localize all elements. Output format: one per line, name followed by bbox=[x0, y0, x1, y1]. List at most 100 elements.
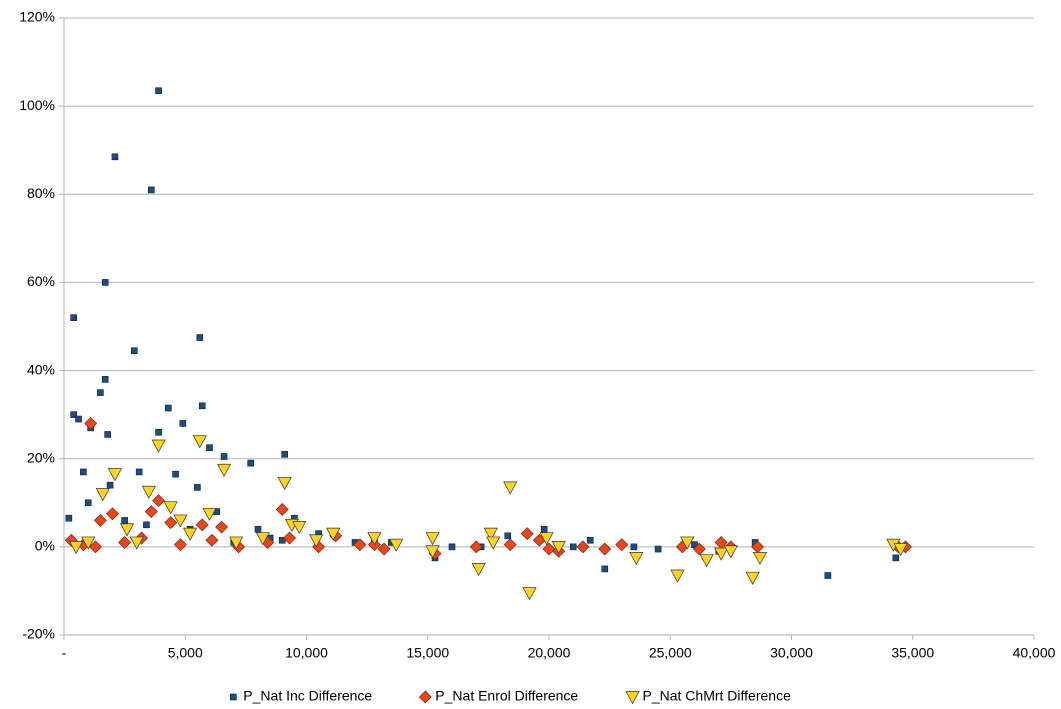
point bbox=[892, 554, 900, 562]
x-tick-label: 15,000 bbox=[406, 645, 449, 661]
x-tick-label: 25,000 bbox=[649, 645, 692, 661]
y-tick-label: 60% bbox=[27, 273, 55, 289]
point bbox=[111, 153, 119, 161]
point bbox=[143, 521, 150, 529]
point bbox=[601, 565, 609, 573]
point bbox=[486, 536, 501, 550]
point bbox=[198, 402, 206, 410]
legend-marker bbox=[230, 693, 237, 701]
point bbox=[202, 507, 217, 522]
point bbox=[277, 477, 292, 491]
point bbox=[155, 428, 162, 436]
legend-label: P_Nat Inc Difference bbox=[243, 688, 372, 704]
point bbox=[680, 536, 695, 550]
point bbox=[121, 517, 128, 524]
point bbox=[292, 521, 307, 535]
point bbox=[93, 513, 107, 527]
point bbox=[576, 540, 590, 554]
point bbox=[69, 541, 84, 555]
point bbox=[471, 563, 486, 577]
point bbox=[699, 554, 714, 568]
point bbox=[192, 435, 207, 449]
point bbox=[670, 569, 685, 583]
point bbox=[229, 536, 244, 550]
point bbox=[539, 532, 554, 546]
point bbox=[101, 279, 109, 286]
series bbox=[69, 435, 908, 601]
point bbox=[326, 527, 341, 541]
point bbox=[89, 540, 102, 554]
point bbox=[70, 411, 77, 418]
point bbox=[215, 520, 229, 534]
point bbox=[824, 572, 832, 579]
point bbox=[520, 527, 534, 541]
x-tick-label: 20,000 bbox=[528, 645, 571, 661]
y-tick-label: 0% bbox=[35, 538, 55, 554]
point bbox=[504, 532, 512, 540]
x-tick-label: 5,000 bbox=[168, 645, 203, 661]
point bbox=[714, 547, 729, 561]
point bbox=[630, 543, 638, 551]
point bbox=[196, 334, 204, 341]
point bbox=[151, 439, 166, 453]
point bbox=[107, 468, 123, 482]
point bbox=[377, 542, 391, 556]
point bbox=[75, 415, 82, 423]
point bbox=[131, 347, 138, 355]
x-tick-label: 35,000 bbox=[891, 645, 934, 661]
point bbox=[194, 484, 201, 491]
point bbox=[80, 468, 87, 476]
point bbox=[448, 543, 456, 551]
point bbox=[542, 542, 556, 556]
point bbox=[220, 453, 228, 460]
point bbox=[503, 481, 518, 495]
point bbox=[70, 314, 77, 321]
point bbox=[84, 417, 98, 430]
point bbox=[425, 532, 440, 546]
point bbox=[503, 538, 517, 552]
point bbox=[598, 542, 612, 556]
point bbox=[101, 376, 109, 383]
point bbox=[629, 552, 644, 566]
y-tick-label: 100% bbox=[19, 97, 55, 113]
point bbox=[195, 518, 209, 532]
point bbox=[551, 541, 566, 555]
point bbox=[104, 431, 111, 438]
legend-label: P_Nat Enrol Difference bbox=[435, 688, 578, 704]
point bbox=[893, 543, 908, 557]
x-tick-label: 30,000 bbox=[770, 645, 813, 661]
point bbox=[309, 534, 324, 548]
legend-marker bbox=[625, 691, 640, 705]
point bbox=[278, 536, 286, 544]
point bbox=[65, 514, 73, 522]
point bbox=[106, 481, 114, 489]
point bbox=[752, 552, 768, 566]
x-tick-label: - bbox=[62, 645, 67, 661]
point bbox=[353, 538, 367, 552]
point bbox=[692, 542, 706, 556]
point bbox=[206, 444, 213, 451]
point bbox=[389, 538, 404, 552]
point bbox=[723, 545, 738, 559]
point bbox=[129, 536, 144, 550]
point bbox=[155, 87, 162, 95]
point bbox=[183, 527, 198, 541]
point bbox=[106, 507, 119, 521]
point bbox=[425, 545, 440, 559]
legend-marker bbox=[418, 690, 432, 704]
point bbox=[173, 514, 188, 528]
x-tick-label: 10,000 bbox=[285, 645, 328, 661]
y-tick-label: 120% bbox=[19, 9, 55, 25]
point bbox=[312, 540, 326, 554]
point bbox=[216, 463, 232, 477]
point bbox=[163, 501, 178, 515]
point bbox=[81, 536, 96, 550]
point bbox=[283, 531, 296, 545]
point bbox=[540, 525, 548, 533]
point bbox=[118, 536, 132, 549]
point bbox=[152, 494, 165, 508]
point bbox=[179, 420, 187, 427]
y-tick-label: 20% bbox=[27, 449, 55, 465]
point bbox=[586, 536, 594, 544]
